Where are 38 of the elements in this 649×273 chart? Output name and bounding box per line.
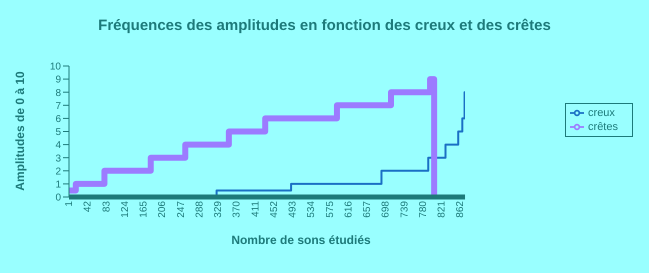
- chart-title: Fréquences des amplitudes en fonction des creux et des crêtes: [97, 17, 552, 34]
- y-tick-label: 8: [55, 88, 62, 99]
- y-tick-label: 5: [55, 127, 62, 138]
- x-axis-title: Nombre de sons étudiés: [230, 233, 372, 247]
- y-tick-label: 6: [55, 114, 62, 125]
- x-tick-label: 1: [64, 200, 76, 207]
- y-tick-label: 9: [55, 74, 62, 86]
- x-tick-label: 452: [268, 200, 280, 218]
- x-tick-label: 698: [380, 200, 392, 218]
- y-tick-label: 4: [55, 140, 62, 152]
- x-tick-label: 534: [306, 200, 318, 218]
- x-tick-label: 616: [343, 200, 354, 218]
- y-tick-label: 7: [55, 100, 62, 112]
- x-tick-label: 247: [176, 200, 187, 218]
- y-tick-label: 1: [55, 179, 62, 190]
- y-tick-label: 10: [50, 62, 62, 73]
- y-axis-title: Amplitudes de 0 à 10: [13, 71, 27, 191]
- x-tick-label: 124: [120, 200, 131, 218]
- x-tick-label: 42: [82, 200, 94, 212]
- y-tick-label: 0: [55, 192, 62, 204]
- x-tick-label: 288: [194, 200, 206, 218]
- x-tick-label: 862: [455, 200, 466, 218]
- y-tick-label: 3: [55, 153, 62, 164]
- legend-label: creux: [588, 106, 615, 119]
- x-tick-label: 821: [436, 200, 448, 218]
- y-tick-label: 2: [55, 166, 62, 178]
- x-tick-label: 411: [250, 200, 262, 217]
- x-tick-label: 657: [362, 200, 374, 218]
- x-tick-label: 206: [157, 200, 168, 218]
- x-tick-label: 493: [288, 200, 299, 218]
- x-tick-label: 165: [138, 200, 150, 218]
- x-tick-label: 370: [232, 200, 243, 218]
- x-tick-label: 780: [418, 200, 429, 218]
- x-tick-label: 739: [399, 200, 410, 218]
- x-tick-label: 83: [101, 200, 112, 212]
- x-tick-label: 575: [324, 200, 336, 218]
- x-tick-label: 329: [213, 200, 224, 218]
- legend-label: crêtes: [588, 121, 618, 133]
